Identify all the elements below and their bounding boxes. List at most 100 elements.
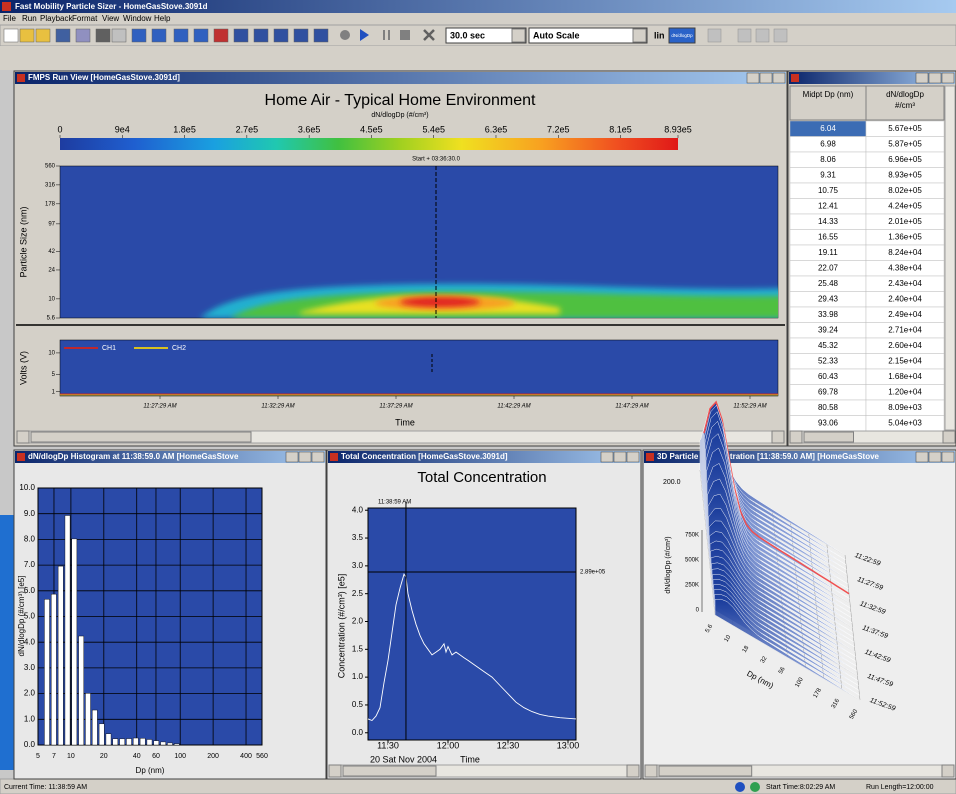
window-title-bar — [789, 72, 955, 84]
x-tick-label: 18 — [742, 644, 751, 653]
scroll-thumb[interactable] — [658, 765, 753, 777]
toolbar-button[interactable] — [193, 28, 209, 43]
y-tick-label: 5.6 — [47, 316, 56, 322]
scroll-left[interactable] — [16, 430, 30, 444]
window-close-button[interactable] — [772, 72, 786, 84]
dn-button-bg[interactable] — [668, 27, 696, 44]
window-close-button[interactable] — [941, 451, 955, 463]
window-min-button[interactable] — [915, 72, 929, 84]
toolbar-button[interactable] — [19, 28, 35, 43]
window-icon — [17, 453, 25, 461]
cell-text: 1.36e+05 — [888, 233, 922, 242]
menu-item[interactable]: File — [3, 14, 16, 23]
bar — [112, 738, 119, 746]
toolbar-area — [0, 46, 956, 70]
toolbar-button[interactable] — [75, 28, 91, 43]
y-tick-label: 5.0 — [24, 612, 36, 621]
cell-text: 5.87e+05 — [888, 140, 922, 149]
scroll-right[interactable] — [771, 430, 785, 444]
toolbar-button[interactable] — [173, 28, 189, 43]
x-tick-label: 12:00 — [437, 740, 460, 750]
menu-item[interactable]: View — [102, 14, 119, 23]
record-button[interactable] — [340, 30, 350, 40]
y-tick-label: 5 — [52, 372, 56, 378]
toolbar-button[interactable] — [707, 28, 722, 43]
window-max-button[interactable] — [759, 72, 773, 84]
scroll-thumb[interactable] — [30, 431, 252, 443]
menu-item[interactable]: Help — [154, 14, 171, 23]
cell-text: 8.09e+03 — [888, 403, 922, 412]
toolbar-button[interactable] — [111, 28, 127, 43]
toolbar-button[interactable] — [35, 28, 51, 43]
lin-button[interactable]: lin — [654, 30, 665, 40]
toolbar-button[interactable] — [755, 28, 770, 43]
scroll-thumb[interactable] — [342, 765, 437, 777]
scroll-right[interactable] — [942, 430, 956, 444]
menu-item[interactable]: Playback — [40, 14, 73, 23]
window-close-button[interactable] — [941, 72, 955, 84]
scroll-right[interactable] — [941, 764, 955, 778]
toolbar-button[interactable] — [273, 28, 289, 43]
toolbar-button[interactable] — [313, 28, 329, 43]
interval-dropdown[interactable] — [445, 27, 527, 44]
toolbar-button[interactable] — [55, 28, 71, 43]
toolbar-button[interactable] — [737, 28, 752, 43]
window-min-button[interactable] — [600, 451, 614, 463]
toolbar-button[interactable] — [253, 28, 269, 43]
app-title: Fast Mobility Particle Sizer - HomeGasSt… — [15, 2, 208, 11]
cell-text: 8.93e+05 — [888, 171, 922, 180]
window-max-button[interactable] — [928, 451, 942, 463]
toolbar-button[interactable] — [773, 28, 788, 43]
toolbar-button[interactable] — [213, 28, 229, 43]
y-tick-label: 560 — [45, 164, 56, 170]
table-header — [789, 85, 945, 121]
toolbar-button[interactable] — [293, 28, 309, 43]
y-tick-label: 10.0 — [19, 483, 35, 492]
surface-slice — [709, 540, 856, 652]
play-button[interactable] — [360, 29, 369, 41]
y-axis-label: Particle Size (nm) — [18, 206, 28, 277]
scroll-left[interactable] — [789, 430, 803, 444]
clear-button[interactable] — [423, 29, 435, 41]
cell-text: 45.32 — [818, 341, 839, 350]
menu-item[interactable]: Format — [72, 14, 98, 23]
vscrollbar[interactable] — [944, 85, 956, 431]
cell-text: 2.49e+04 — [888, 310, 922, 319]
stop-button[interactable] — [400, 30, 410, 40]
window-close-button[interactable] — [626, 451, 640, 463]
scale-dropdown[interactable] — [528, 27, 648, 44]
toolbar-button[interactable] — [233, 28, 249, 43]
window-close-button[interactable] — [311, 451, 325, 463]
window-max-button[interactable] — [928, 72, 942, 84]
bar — [153, 740, 160, 746]
y-tick-label: 2.5 — [352, 589, 364, 598]
toolbar-button[interactable] — [3, 28, 19, 43]
toolbar-button[interactable] — [131, 28, 147, 43]
y-tick-label: 316 — [45, 182, 56, 188]
bar — [174, 743, 180, 746]
y-tick-label: 1.0 — [24, 714, 36, 723]
scroll-right[interactable] — [626, 764, 640, 778]
cell-text: 29.43 — [818, 295, 839, 304]
x-axis-label: Time — [395, 417, 415, 427]
dropdown-arrow[interactable] — [632, 28, 647, 43]
bar — [133, 737, 139, 746]
menu-item[interactable]: Window — [123, 14, 152, 23]
toolbar-button[interactable] — [95, 28, 111, 43]
scroll-thumb[interactable] — [803, 431, 854, 443]
window-max-button[interactable] — [613, 451, 627, 463]
toolbar-button[interactable] — [151, 28, 167, 43]
scroll-left[interactable] — [328, 764, 342, 778]
menu-item[interactable]: Run — [22, 14, 37, 23]
dropdown-arrow[interactable] — [511, 28, 526, 43]
window-min-button[interactable] — [285, 451, 299, 463]
window-min-button[interactable] — [746, 72, 760, 84]
y-tick-label: 7.0 — [24, 560, 36, 569]
window-max-button[interactable] — [298, 451, 312, 463]
scroll-left[interactable] — [644, 764, 658, 778]
window-min-button[interactable] — [915, 451, 929, 463]
window — [642, 449, 956, 780]
pause-button[interactable] — [383, 30, 390, 40]
dn-button[interactable]: dN/dlogDp — [671, 33, 693, 38]
